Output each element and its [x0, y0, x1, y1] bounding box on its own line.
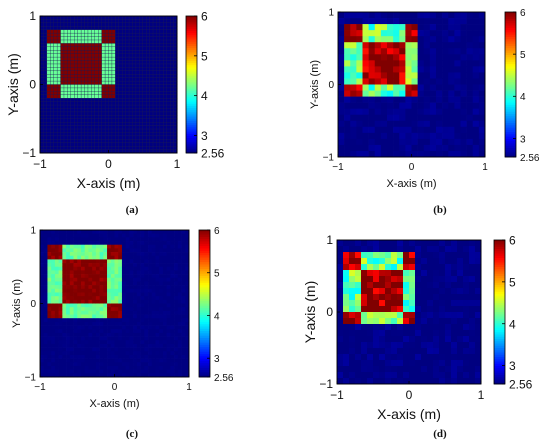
heatmap-svg-b: −1 0 1 1 0 −1 X-axis (m) Y-axis (m) 6 5 4 3 2.56 — [309, 8, 540, 191]
caption-c: (c) — [125, 428, 139, 440]
colorbar-b — [505, 12, 516, 158]
heatmap-panel-c: −1 0 1 1 0 −1 X-axis (m) Y-axis (m) 6 5 4 3 2.56 — [0, 220, 260, 435]
x-tick-label: 0 — [112, 382, 118, 393]
heatmap-panel-a: −1 0 1 1 0 −1 X-axis (m) Y-axis (m) 6 5 4 3 2.56 — [0, 0, 260, 215]
x-axis-label: X-axis (m) — [77, 175, 141, 191]
y-tick-label: 1 — [29, 9, 36, 23]
y-tick-label: 1 — [326, 233, 333, 247]
colorbar-d — [494, 240, 505, 385]
heatmap-svg-d: −1 0 1 1 0 −1 X-axis (m) Y-axis (m) 6 5 4 3 2.56 — [302, 233, 533, 422]
x-tick-label: 1 — [482, 162, 488, 173]
colorbar-tick-label: 2.56 — [201, 147, 225, 161]
colorbar-tick-label: 2.56 — [214, 373, 234, 384]
x-tick-label: 1 — [478, 388, 485, 402]
x-tick-label: 1 — [174, 157, 181, 171]
y-axis-label: Y-axis (m) — [5, 53, 21, 116]
heatmap-panel-b: −1 0 1 1 0 −1 X-axis (m) Y-axis (m) 6 5 4 3 2.56 — [295, 0, 550, 215]
colorbar-tick-label: 3 — [201, 129, 208, 143]
caption-b: (b) — [433, 204, 447, 216]
colorbar-tick-label: 2.56 — [520, 153, 540, 164]
y-tick-label: −1 — [319, 377, 333, 391]
y-tick-label: −1 — [25, 373, 37, 384]
colorbar-tick-label: 3 — [214, 354, 220, 365]
colorbar-tick-label: 3 — [520, 134, 526, 145]
y-tick-label: 0 — [29, 78, 36, 92]
heatmap-svg-a: −1 0 1 1 0 −1 X-axis (m) Y-axis (m) 6 5 4 3 2.56 — [5, 9, 225, 191]
colorbar-tick-label: 4 — [520, 92, 526, 103]
y-tick-label: −1 — [22, 146, 36, 160]
y-tick-label: 1 — [30, 226, 36, 237]
y-axis-label: Y-axis (m) — [309, 60, 321, 109]
x-axis-label: X-axis (m) — [386, 178, 436, 190]
colorbar-tick-label: 4 — [509, 317, 516, 331]
x-tick-label: 1 — [186, 382, 192, 393]
colorbar-tick-label: 6 — [201, 10, 208, 24]
colorbar-tick-label: 5 — [509, 275, 516, 289]
y-tick-label: 1 — [328, 8, 334, 19]
x-tick-label: 0 — [406, 388, 413, 402]
y-tick-label: −1 — [323, 153, 335, 164]
y-axis-label: Y-axis (m) — [302, 281, 318, 344]
y-tick-label: 0 — [30, 299, 36, 310]
heatmap-svg-c: −1 0 1 1 0 −1 X-axis (m) Y-axis (m) 6 5 4 3 2.56 — [11, 226, 234, 411]
colorbar-a — [186, 16, 197, 154]
heatmap-cells-b — [338, 12, 486, 158]
y-axis-label: Y-axis (m) — [11, 279, 23, 328]
heatmap-cells-d — [337, 240, 482, 385]
heatmap-cells-a — [39, 15, 178, 154]
x-axis-label: X-axis (m) — [89, 398, 139, 410]
heatmap-cells-c — [40, 230, 190, 378]
colorbar-tick-label: 4 — [201, 89, 208, 103]
y-tick-label: 0 — [328, 80, 334, 91]
colorbar-tick-label: 4 — [214, 311, 220, 322]
colorbar-tick-label: 6 — [214, 226, 220, 237]
colorbar-tick-label: 2.56 — [509, 378, 533, 392]
colorbar-tick-label: 3 — [509, 359, 516, 373]
caption-a: (a) — [125, 204, 139, 216]
x-tick-label: 0 — [105, 157, 112, 171]
x-tick-label: −1 — [34, 382, 46, 393]
x-tick-label: −1 — [332, 162, 344, 173]
colorbar-tick-label: 6 — [509, 234, 516, 248]
caption-d: (d) — [433, 428, 447, 440]
x-tick-label: −1 — [330, 388, 344, 402]
heatmap-panel-d: −1 0 1 1 0 −1 X-axis (m) Y-axis (m) 6 5 4 3 2.56 — [290, 220, 550, 435]
x-tick-label: 0 — [409, 162, 415, 173]
x-tick-label: −1 — [33, 157, 47, 171]
colorbar-tick-label: 5 — [201, 49, 208, 63]
colorbar-c — [199, 230, 210, 378]
colorbar-tick-label: 5 — [520, 50, 526, 61]
colorbar-tick-label: 6 — [520, 8, 526, 19]
y-tick-label: 0 — [326, 305, 333, 319]
colorbar-tick-label: 5 — [214, 269, 220, 280]
x-axis-label: X-axis (m) — [377, 406, 441, 422]
